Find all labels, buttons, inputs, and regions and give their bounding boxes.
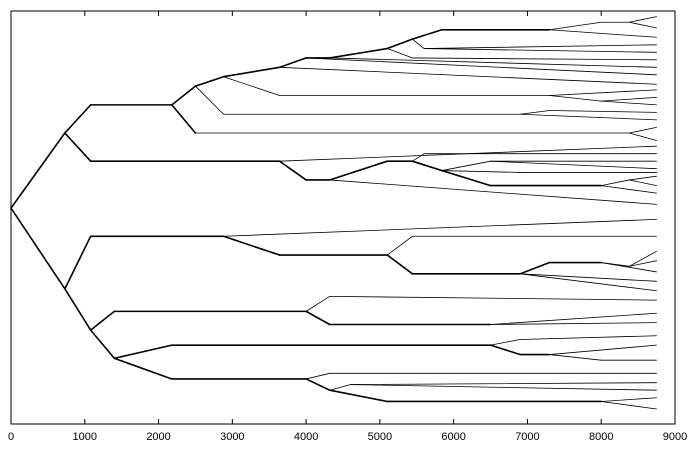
- branch-edge: [328, 47, 389, 59]
- branch-edge: [549, 354, 602, 361]
- x-tick-label: 3000: [220, 431, 244, 443]
- branch-edge: [411, 57, 657, 61]
- branch-edge: [628, 21, 657, 29]
- branch-edge: [64, 288, 92, 331]
- branch-edge: [329, 57, 657, 68]
- tree-branches: [10, 16, 657, 410]
- x-axis-ticks: [10, 11, 676, 424]
- branch-edge: [628, 260, 657, 267]
- branch-edge: [222, 235, 281, 256]
- branch-edge: [411, 28, 443, 40]
- branch-edge: [519, 113, 657, 121]
- branch-edge: [423, 44, 657, 49]
- branch-edge: [490, 322, 657, 325]
- branch-edge: [600, 100, 657, 106]
- branch-edge: [171, 85, 197, 106]
- branch-edge: [489, 344, 521, 356]
- branch-edge: [10, 132, 66, 209]
- branch-edge: [278, 160, 307, 181]
- x-tick-label: 6000: [441, 431, 465, 443]
- branch-edge: [329, 179, 657, 205]
- branch-edge: [279, 66, 657, 85]
- branch-edge: [278, 57, 307, 69]
- branch-edge: [600, 397, 657, 402]
- branch-edge: [329, 384, 351, 391]
- branch-edge: [386, 38, 414, 50]
- branch-edge: [628, 179, 657, 186]
- branch-edge: [423, 48, 657, 53]
- x-tick-label: 4000: [294, 431, 318, 443]
- branch-edge: [349, 384, 657, 391]
- branch-edge: [628, 126, 657, 134]
- branch-edge: [600, 179, 630, 186]
- branch-edge: [223, 76, 280, 96]
- branch-edge: [549, 110, 657, 113]
- branch-edge: [305, 310, 331, 326]
- branch-edge: [628, 250, 657, 267]
- branch-edge: [222, 66, 281, 78]
- branch-edge: [305, 295, 331, 312]
- x-tick-label: 2000: [146, 431, 170, 443]
- branch-edge: [441, 170, 521, 173]
- branch-edge: [600, 96, 657, 102]
- branch-edge: [490, 339, 521, 346]
- branch-edge: [386, 254, 414, 275]
- branch-edge: [349, 382, 657, 385]
- branch-edge: [328, 160, 389, 181]
- branch-edge: [113, 344, 173, 360]
- branch-edge: [89, 329, 116, 360]
- branch-edge: [519, 335, 657, 340]
- x-tick-label: 0: [8, 431, 14, 443]
- branch-edge: [64, 132, 92, 162]
- x-tick-label: 5000: [368, 431, 392, 443]
- branch-edge: [628, 175, 657, 181]
- branch-edge: [113, 357, 173, 380]
- branch-edge: [328, 389, 389, 403]
- branch-edge: [441, 160, 491, 171]
- branch-edge: [600, 185, 657, 194]
- branch-edge: [628, 132, 657, 141]
- branch-edge: [171, 104, 197, 134]
- x-axis-tick-labels: 0 1000 2000 3000 4000 5000 6000 7000 8000 9000: [8, 431, 687, 443]
- branch-edge: [64, 235, 92, 290]
- branch-edge: [549, 344, 657, 355]
- branch-edge: [549, 29, 657, 38]
- branch-edge: [519, 273, 657, 282]
- branch-edge: [305, 378, 331, 392]
- branch-edge: [600, 401, 657, 410]
- x-tick-label: 1000: [73, 431, 97, 443]
- branch-edge: [490, 312, 657, 325]
- branch-edge: [10, 207, 66, 290]
- branch-edge: [411, 160, 443, 172]
- branch-edge: [549, 89, 657, 96]
- branch-edge: [386, 48, 413, 59]
- branch-edge: [64, 104, 92, 134]
- branch-edge: [519, 110, 550, 115]
- branch-edge: [89, 310, 116, 331]
- branch-edge: [305, 372, 331, 380]
- branch-edge: [628, 16, 657, 23]
- branch-edge: [223, 218, 657, 237]
- x-tick-label: 7000: [515, 431, 539, 443]
- x-tick-label: 9000: [663, 431, 687, 443]
- branch-edge: [411, 153, 425, 162]
- branch-edge: [411, 38, 425, 49]
- x-tick-label: 8000: [589, 431, 613, 443]
- branch-edge: [600, 262, 657, 273]
- branch-edge: [195, 85, 224, 115]
- branch-edge: [549, 21, 602, 31]
- branch-edge: [386, 235, 413, 256]
- branch-edge: [194, 75, 225, 87]
- branch-edge: [549, 95, 602, 102]
- branch-edge: [490, 160, 657, 170]
- plot-frame: [10, 10, 676, 425]
- branch-edge: [519, 261, 551, 275]
- branch-edge: [441, 169, 492, 187]
- branch-edge: [519, 273, 657, 292]
- branch-edge: [305, 57, 657, 76]
- branch-edge: [329, 295, 657, 301]
